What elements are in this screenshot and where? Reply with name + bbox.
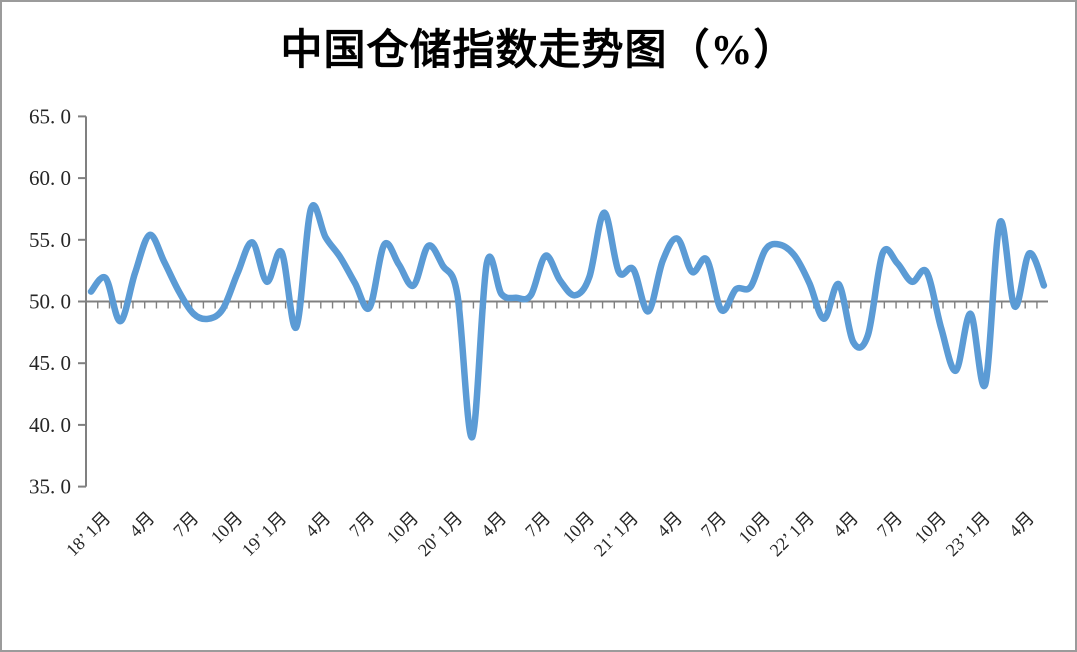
x-tick-label: 18’ 1月 [62, 508, 114, 560]
y-tick-label: 50. 0 [29, 290, 71, 314]
x-tick-label: 10月 [911, 508, 951, 548]
x-tick-label: 7月 [697, 508, 730, 541]
x-tick-label: 21’ 1月 [590, 508, 642, 560]
y-tick-label: 40. 0 [29, 413, 71, 437]
y-tick-label: 60. 0 [29, 166, 71, 190]
x-tick-label: 4月 [125, 508, 158, 541]
x-tick-label: 4月 [1005, 508, 1038, 541]
x-tick-label: 4月 [829, 508, 862, 541]
x-tick-label: 4月 [301, 508, 334, 541]
x-tick-label: 7月 [345, 508, 378, 541]
y-tick-label: 35. 0 [29, 475, 71, 499]
x-tick-label: 4月 [477, 508, 510, 541]
series-line [87, 202, 1048, 441]
x-tick-label: 10月 [559, 508, 599, 548]
x-tick-label: 10月 [207, 508, 247, 548]
y-tick-label: 55. 0 [29, 228, 71, 252]
x-tick-label: 7月 [169, 508, 202, 541]
x-tick-label: 23’ 1月 [942, 508, 994, 560]
y-tick-label: 45. 0 [29, 351, 71, 375]
x-tick-label: 7月 [873, 508, 906, 541]
x-tick-label: 19’ 1月 [238, 508, 290, 560]
x-tick-label: 10月 [383, 508, 423, 548]
x-tick-label: 7月 [521, 508, 554, 541]
x-tick-label: 10月 [735, 508, 775, 548]
y-tick-label: 65. 0 [29, 104, 71, 128]
x-tick-label: 20’ 1月 [414, 508, 466, 560]
x-tick-label: 22’ 1月 [766, 508, 818, 560]
chart-title: 中国仓储指数走势图（%） [280, 28, 797, 74]
x-tick-label: 4月 [653, 508, 686, 541]
